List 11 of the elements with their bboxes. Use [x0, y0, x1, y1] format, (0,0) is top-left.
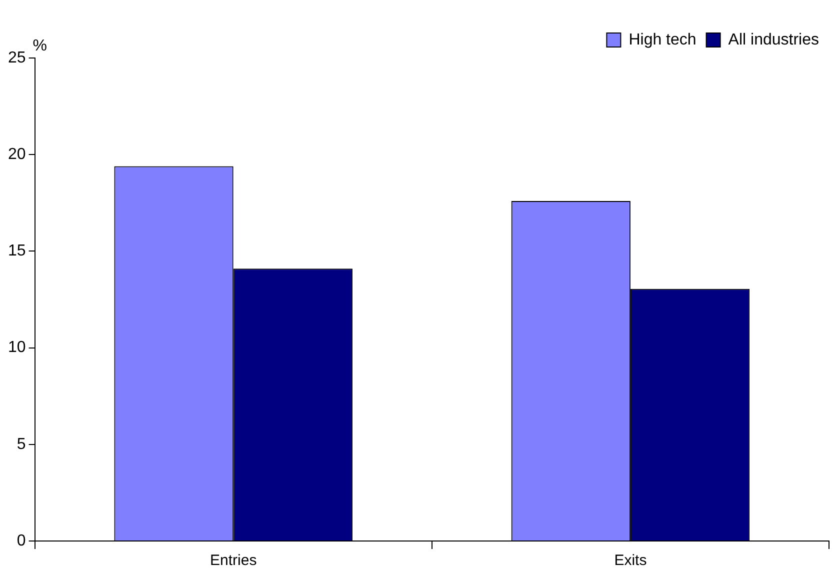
y-tick-label: 15	[8, 242, 26, 260]
y-tick-label: 0	[16, 532, 26, 550]
y-tick-label: 25	[8, 49, 26, 66]
x-tick-label: Exits	[614, 552, 647, 570]
y-axis-title: %	[32, 37, 48, 54]
x-tick-label: Entries	[210, 552, 257, 570]
y-tick-label: 5	[16, 436, 26, 453]
y-tick-label: 10	[8, 339, 26, 356]
legend-label: All industries	[728, 31, 819, 48]
legend-label: High tech	[628, 31, 696, 48]
y-tick-label: 20	[8, 146, 26, 164]
